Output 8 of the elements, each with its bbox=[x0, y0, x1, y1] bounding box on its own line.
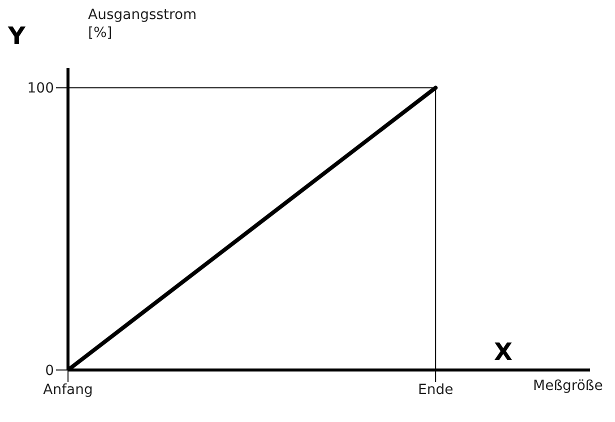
x-tick-label: Ende bbox=[418, 382, 454, 398]
y-tick-label: 0 bbox=[45, 362, 54, 379]
x-axis-title: Meßgröße bbox=[533, 378, 603, 394]
text: Y bbox=[8, 22, 26, 50]
x-tick-label: Anfang bbox=[43, 382, 93, 398]
annotation: X bbox=[494, 338, 513, 366]
y-tick-label: 100 bbox=[27, 80, 54, 97]
y-axis-title: Ausgangsstrom [%] bbox=[88, 6, 198, 42]
